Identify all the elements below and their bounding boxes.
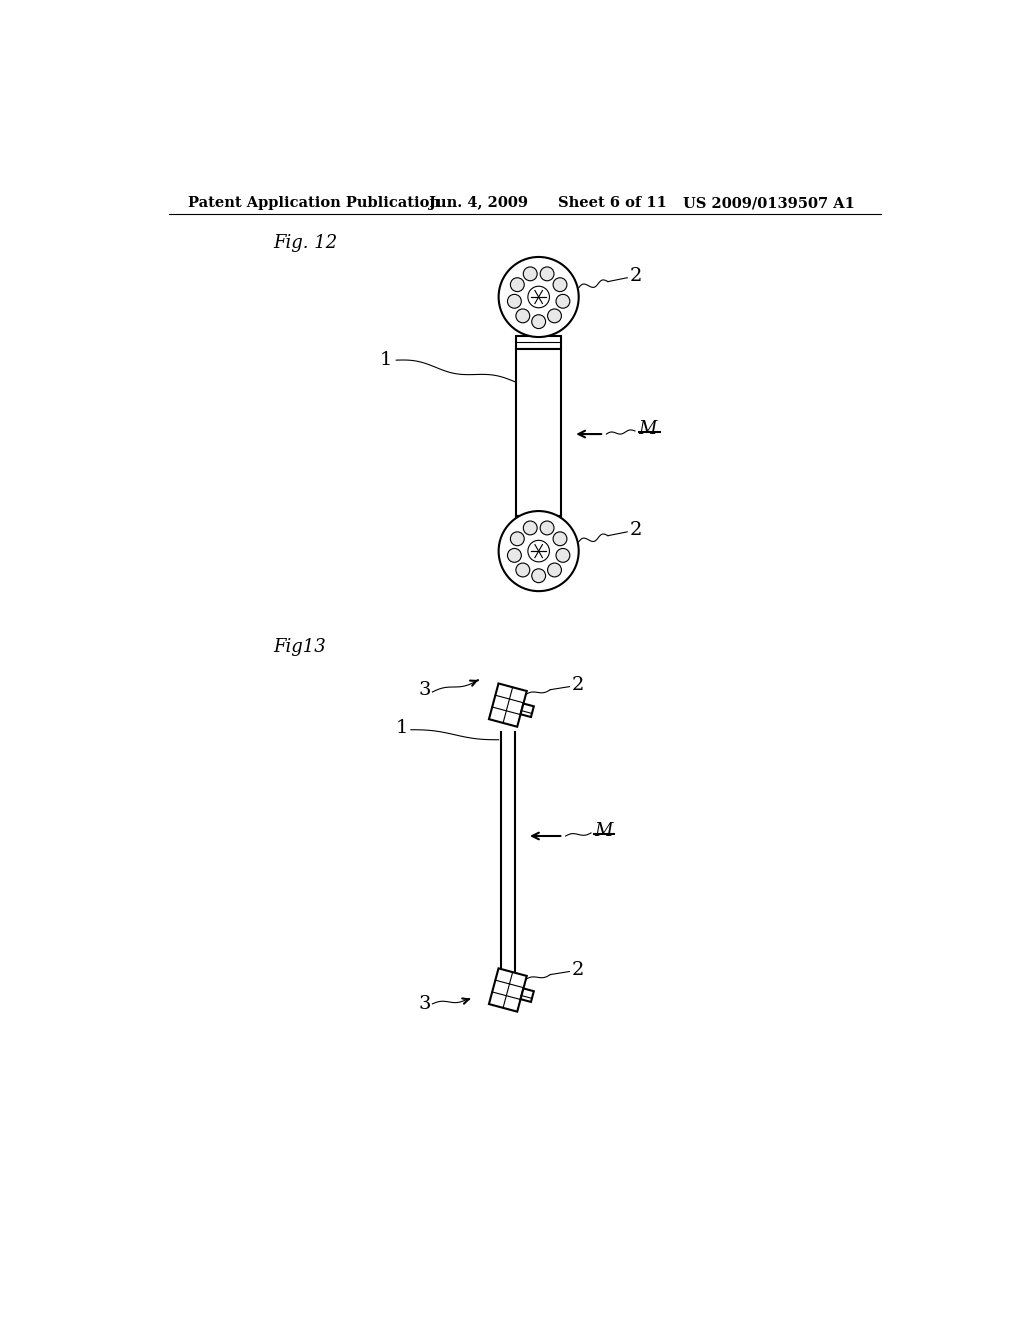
Text: US 2009/0139507 A1: US 2009/0139507 A1	[683, 197, 855, 210]
Text: Fig. 12: Fig. 12	[273, 234, 337, 252]
Circle shape	[508, 294, 521, 308]
Text: M: M	[594, 821, 612, 840]
Text: Fig13: Fig13	[273, 639, 326, 656]
Circle shape	[548, 564, 561, 577]
Circle shape	[508, 548, 521, 562]
Text: 2: 2	[571, 676, 584, 694]
Polygon shape	[488, 969, 526, 1011]
Text: 1: 1	[395, 719, 408, 737]
Circle shape	[523, 521, 538, 535]
Circle shape	[556, 294, 569, 308]
Text: 2: 2	[630, 267, 642, 285]
Circle shape	[553, 532, 567, 545]
Polygon shape	[520, 704, 534, 717]
Polygon shape	[520, 989, 534, 1002]
Text: M: M	[639, 420, 657, 438]
Circle shape	[540, 267, 554, 281]
Circle shape	[510, 532, 524, 545]
Bar	[516, 516, 561, 531]
Text: Jun. 4, 2009: Jun. 4, 2009	[429, 197, 528, 210]
Circle shape	[556, 548, 569, 562]
Text: Sheet 6 of 11: Sheet 6 of 11	[558, 197, 667, 210]
Circle shape	[540, 521, 554, 535]
Circle shape	[531, 569, 546, 582]
Circle shape	[516, 564, 529, 577]
Text: 3: 3	[419, 995, 431, 1012]
Circle shape	[531, 314, 546, 329]
Circle shape	[516, 309, 529, 323]
Text: 1: 1	[380, 351, 392, 370]
Circle shape	[499, 511, 579, 591]
Text: 3: 3	[419, 681, 431, 698]
Circle shape	[553, 277, 567, 292]
Bar	[516, 335, 561, 350]
Text: 2: 2	[571, 961, 584, 979]
Circle shape	[523, 267, 538, 281]
Circle shape	[548, 309, 561, 323]
Text: Patent Application Publication: Patent Application Publication	[188, 197, 440, 210]
Bar	[516, 350, 561, 516]
Circle shape	[499, 257, 579, 337]
Circle shape	[510, 277, 524, 292]
Polygon shape	[488, 684, 526, 727]
Text: 2: 2	[630, 521, 642, 540]
